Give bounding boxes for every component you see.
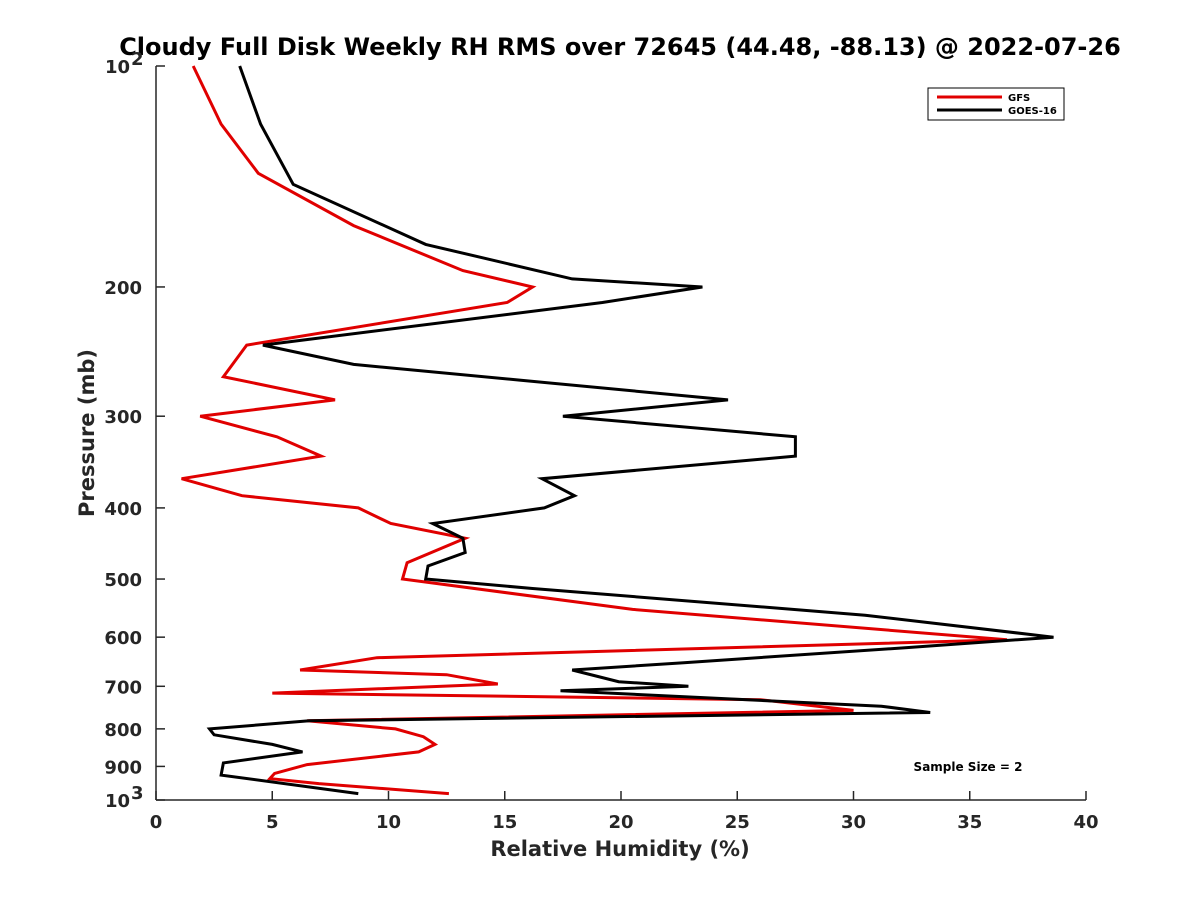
goes-16-series-line [206,65,1054,796]
gfs-series-line [181,65,1008,796]
y-tick-label: 800 [104,720,142,741]
sample-size-annotation: Sample Size = 2 [914,760,1023,774]
x-tick-label: 35 [957,812,982,833]
y-tick-exponent: 2 [131,49,144,70]
x-tick-label: 25 [725,812,750,833]
x-tick-label: 0 [150,812,163,833]
y-tick-label: 900 [104,757,142,778]
x-tick-label: 15 [492,812,517,833]
x-tick-label: 5 [266,812,279,833]
gfs-legend-label: GFS [1008,93,1030,104]
x-tick-label: 20 [608,812,633,833]
legend: GFS GOES-16 [927,87,1065,121]
y-tick-label: 300 [104,407,142,428]
x-tick-label: 40 [1073,812,1098,833]
x-axis-ticks: 0 5 10 15 20 25 30 35 40 [150,791,1099,833]
x-tick-label: 10 [376,812,401,833]
y-tick-label: 400 [104,499,142,520]
y-tick-label: 10 [105,57,130,78]
legend-box [927,87,1065,121]
y-tick-label: 10 [105,791,130,812]
y-tick-label: 200 [104,278,142,299]
y-tick-label: 600 [104,628,142,649]
y-tick-label: 500 [104,570,142,591]
y-axis-label: Pressure (mb) [75,349,99,517]
x-tick-label: 30 [841,812,866,833]
y-tick-label: 700 [104,677,142,698]
y-tick-exponent: 3 [131,783,144,804]
goes-16-legend-label: GOES-16 [1008,106,1057,117]
data-series [181,65,1054,796]
chart-title: Cloudy Full Disk Weekly RH RMS over 7264… [119,33,1121,61]
x-axis-label: Relative Humidity (%) [490,837,749,861]
